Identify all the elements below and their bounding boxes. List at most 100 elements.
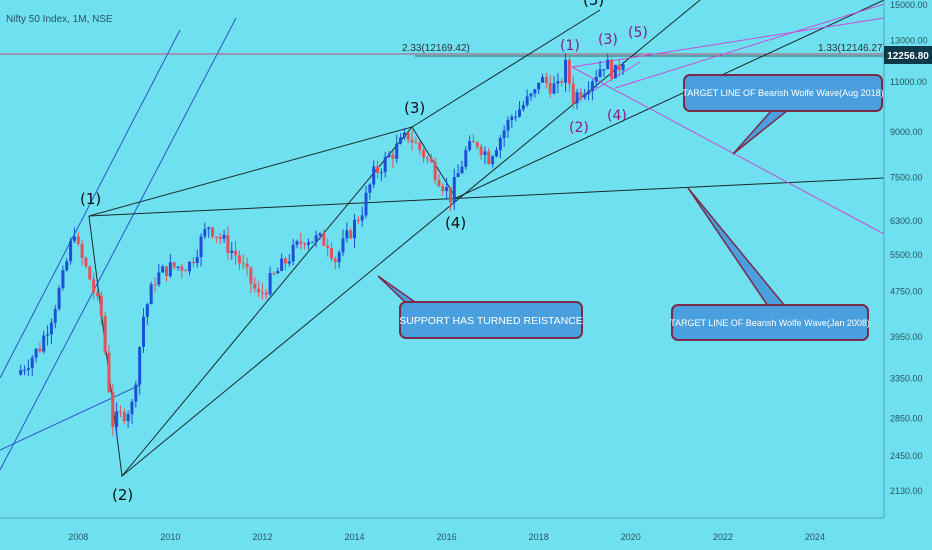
candle-body xyxy=(391,154,395,159)
candle-body xyxy=(287,261,291,264)
candle-body xyxy=(445,187,449,192)
candle-body xyxy=(399,137,403,144)
time-axis-bg xyxy=(0,518,884,550)
wolfe-target-line xyxy=(571,66,885,235)
candle-body xyxy=(418,142,422,151)
fib-label-left: 2.33(12169.42) xyxy=(402,43,470,54)
candle-body xyxy=(153,284,157,286)
candle-body xyxy=(272,273,276,275)
wave-labels-primary: (1) (2) (3) (4) (5) xyxy=(80,0,604,504)
candle-body xyxy=(583,94,587,98)
wave-label-3: (3) xyxy=(404,99,425,117)
last-price-text: 12256.80 xyxy=(887,51,929,62)
candle-body xyxy=(544,77,548,84)
wolfe-line-upper xyxy=(614,3,885,89)
candle-body xyxy=(134,384,138,402)
candle-body xyxy=(234,250,238,256)
time-ticks: 2008 2010 2012 2014 2016 2018 2020 2022 2024 xyxy=(68,532,825,542)
candle-body xyxy=(498,138,502,151)
candle-body xyxy=(23,369,27,371)
candle-body xyxy=(560,81,564,83)
candle-body xyxy=(429,158,433,162)
wave-label-5: (5) xyxy=(583,0,604,9)
candle-body xyxy=(379,172,383,174)
candle-body xyxy=(541,77,545,83)
candle-body xyxy=(556,81,560,84)
candle-body xyxy=(552,83,556,94)
candle-body xyxy=(280,258,284,271)
candle-body xyxy=(310,241,314,243)
candle-body xyxy=(57,288,61,310)
candle-body xyxy=(487,151,491,165)
candle-body xyxy=(460,166,464,174)
time-tick-label: 2018 xyxy=(529,532,549,542)
candle-body xyxy=(188,261,192,272)
candle-body xyxy=(291,244,295,262)
candle-body xyxy=(42,335,46,352)
candle-body xyxy=(364,192,368,216)
callout-target-2018[interactable]: TARGET LINE OF Bearish Wolfe Wave(Aug 20… xyxy=(682,74,884,155)
candle-body xyxy=(226,235,230,253)
callout-support-box xyxy=(399,301,583,339)
candle-body xyxy=(571,83,575,104)
candle-body xyxy=(471,141,475,143)
candle-body xyxy=(464,150,468,167)
candle-body xyxy=(260,292,264,294)
candle-body xyxy=(452,177,456,203)
wave-labels-secondary: (1) (2) (3) (4) (5) xyxy=(560,25,648,136)
price-tick-label: 3950.00 xyxy=(890,332,923,342)
candle-body xyxy=(203,229,207,237)
candle-body xyxy=(176,266,180,268)
wave2-label-2: (2) xyxy=(569,120,589,136)
candle-body xyxy=(207,227,211,230)
price-tick-label: 7500.00 xyxy=(890,173,923,183)
price-axis[interactable] xyxy=(883,0,932,518)
candle-body xyxy=(468,141,472,151)
candle-body xyxy=(145,304,149,317)
candle-body xyxy=(26,368,30,370)
candle-body xyxy=(241,263,245,265)
candle-body xyxy=(161,266,165,273)
last-price-box xyxy=(884,46,932,64)
candle-body xyxy=(84,257,88,267)
candle-body xyxy=(422,150,426,158)
candle-body xyxy=(19,370,23,375)
candle-body xyxy=(356,219,360,221)
candle-body xyxy=(195,257,199,264)
time-axis[interactable] xyxy=(0,517,884,550)
wave2-label-3: (3) xyxy=(598,32,618,48)
support-line xyxy=(121,0,701,477)
candle-body xyxy=(598,69,602,77)
candle-body xyxy=(61,270,65,289)
channel-line-upper xyxy=(0,17,237,471)
candle-body xyxy=(95,292,99,296)
candle-body xyxy=(433,161,437,180)
callout-support-text: SUPPORT HAS TURNED REISTANCE xyxy=(399,315,583,327)
candle-body xyxy=(165,266,169,277)
price-tick-label: 15000.00 xyxy=(890,0,928,10)
candle-body xyxy=(264,292,268,295)
candle-body xyxy=(475,142,479,147)
time-tick-label: 2016 xyxy=(437,532,457,542)
price-tick-label: 2850.00 xyxy=(890,413,923,423)
candle-body xyxy=(564,59,568,83)
candle-body xyxy=(494,150,498,157)
candle-body xyxy=(218,236,222,239)
candle-body xyxy=(295,241,299,245)
candle-body xyxy=(602,69,606,71)
candle-body xyxy=(425,157,429,159)
candle-body xyxy=(253,283,257,289)
candle-body xyxy=(88,266,92,280)
callout-target-2008[interactable]: TARGET LINE OF Bearish Wolfe Wave(Jan 20… xyxy=(670,187,870,341)
candle-body xyxy=(491,156,495,165)
fib-label-right: 1.33(12146.27) xyxy=(818,43,886,54)
callout-support[interactable]: SUPPORT HAS TURNED REISTANCE xyxy=(377,275,583,339)
wave-label-2: (2) xyxy=(112,486,133,504)
price-ticks: 15000.00 13000.00 11000.00 9000.00 7500.00 63… xyxy=(890,0,928,496)
candle-body xyxy=(126,414,130,422)
wave-line-1-3 xyxy=(88,126,413,217)
price-tick-label: 5500.00 xyxy=(890,250,923,260)
callout-2008-text: TARGET LINE OF Bearish Wolfe Wave(Jan 20… xyxy=(670,318,870,328)
candle-body xyxy=(318,233,322,236)
